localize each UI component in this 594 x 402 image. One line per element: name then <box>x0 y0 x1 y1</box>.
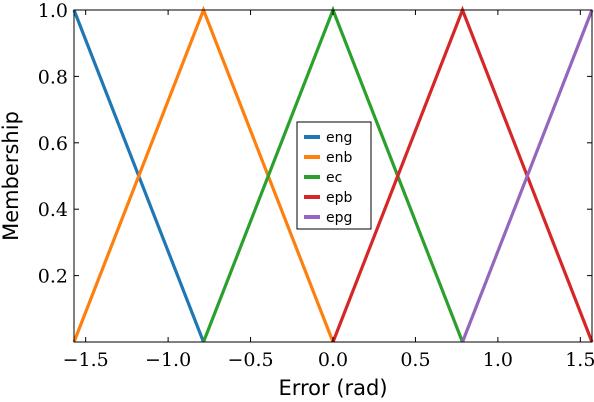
y-tick-label: 1.0 <box>38 0 68 22</box>
series-line-epb <box>331 5 594 343</box>
legend-label-eng: eng <box>326 130 352 146</box>
x-tick-label: 0.0 <box>318 349 348 371</box>
y-axis-title: Membership <box>0 111 23 241</box>
legend-label-ec: ec <box>326 170 342 186</box>
x-tick-label: −0.5 <box>227 349 273 371</box>
y-tick-label: 0.8 <box>38 66 68 88</box>
x-tick-label: 1.0 <box>483 349 513 371</box>
x-tick-label: 0.5 <box>400 349 430 371</box>
x-axis-title: Error (rad) <box>278 376 387 400</box>
legend-label-enb: enb <box>326 150 352 166</box>
legend: eng enb ec epb epg <box>296 121 372 230</box>
y-tick-label: 0.6 <box>38 133 68 155</box>
legend-label-epg: epg <box>326 210 352 226</box>
y-tick-label: 0.2 <box>38 266 68 288</box>
tick-layer: −1.5 −1.0 −0.5 0.0 0.5 1.0 1.5 0.2 0.4 0.6 0.8 1.0 <box>38 0 594 371</box>
series-line-epg <box>461 9 594 343</box>
x-tick-label: −1.0 <box>145 349 191 371</box>
series-line-enb <box>72 5 335 343</box>
x-tick-label: 1.5 <box>565 349 594 371</box>
legend-label-epb: epb <box>326 190 353 206</box>
y-tick-label: 0.4 <box>38 199 68 221</box>
plot-frame <box>73 9 593 343</box>
x-tick-label: −1.5 <box>63 349 109 371</box>
